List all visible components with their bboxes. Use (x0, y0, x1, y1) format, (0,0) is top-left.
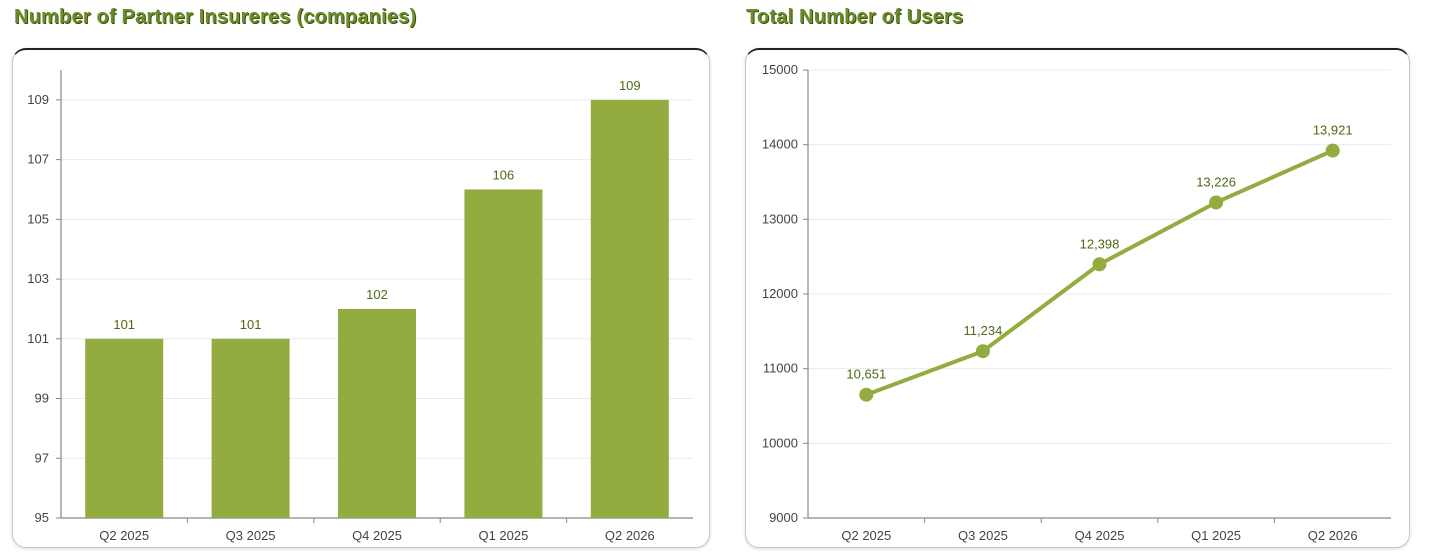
bar-chart-title: Number of Partner Insureres (companies) (14, 6, 417, 28)
partner-insurers-chart-card: 95 97 99 101 103 105 107 109 101 Q2 2025 101 Q3 202… (12, 48, 710, 548)
y-tick-label: 13000 (762, 211, 798, 226)
data-label: 101 (240, 317, 262, 332)
x-tick-label: Q4 2025 (1075, 528, 1125, 543)
y-tick-label: 9000 (769, 510, 798, 525)
data-point (1092, 257, 1107, 272)
data-label: 106 (493, 167, 515, 182)
y-tick-label: 10000 (762, 435, 798, 450)
data-point (975, 344, 990, 359)
x-tick-label: Q1 2025 (1191, 528, 1241, 543)
x-tick-label: Q3 2025 (958, 528, 1008, 543)
x-tick-label: Q4 2025 (352, 528, 402, 543)
data-label: 109 (619, 78, 641, 93)
y-tick-label: 15000 (762, 62, 798, 77)
y-tick-label: 14000 (762, 137, 798, 152)
x-tick-label: Q2 2026 (1308, 528, 1358, 543)
data-label: 101 (113, 317, 135, 332)
x-tick-label: Q2 2025 (841, 528, 891, 543)
bar (338, 308, 416, 518)
series-line (865, 148, 1334, 397)
y-tick-label: 97 (35, 450, 49, 465)
total-users-line-chart: 9000 10000 11000 12000 13000 14000 15000 10,651… (762, 62, 1391, 543)
y-tick-label: 109 (27, 92, 49, 107)
bar (85, 338, 164, 518)
data-label: 102 (366, 287, 388, 302)
data-label: 13,921 (1313, 123, 1353, 138)
y-tick-label: 99 (35, 391, 49, 406)
x-tick-label: Q2 2026 (605, 528, 655, 543)
y-tick-label: 11000 (763, 361, 798, 376)
data-point (859, 387, 874, 402)
y-tick-label: 101 (27, 331, 49, 346)
data-label: 13,226 (1196, 174, 1236, 189)
y-tick-label: 103 (27, 271, 49, 286)
data-label: 11,234 (964, 323, 1003, 338)
total-users-chart-card: 9000 10000 11000 12000 13000 14000 15000 10,651… (745, 48, 1410, 548)
partner-insurers-bar-chart: 95 97 99 101 103 105 107 109 101 Q2 2025 101 Q3 202… (27, 70, 693, 543)
bar (590, 99, 669, 518)
y-tick-label: 105 (27, 211, 49, 226)
data-point (1209, 195, 1224, 210)
y-tick-label: 95 (35, 510, 49, 525)
x-tick-label: Q3 2025 (226, 528, 276, 543)
y-tick-label: 12000 (762, 286, 798, 301)
x-tick-label: Q1 2025 (478, 528, 528, 543)
data-label: 10,651 (846, 367, 886, 382)
bar (211, 338, 290, 518)
data-point (1325, 143, 1340, 158)
y-tick-label: 107 (27, 152, 49, 167)
x-tick-label: Q2 2025 (99, 528, 149, 543)
bar (464, 189, 543, 518)
line-chart-title: Total Number of Users (746, 6, 964, 28)
data-label: 12,398 (1080, 236, 1120, 251)
